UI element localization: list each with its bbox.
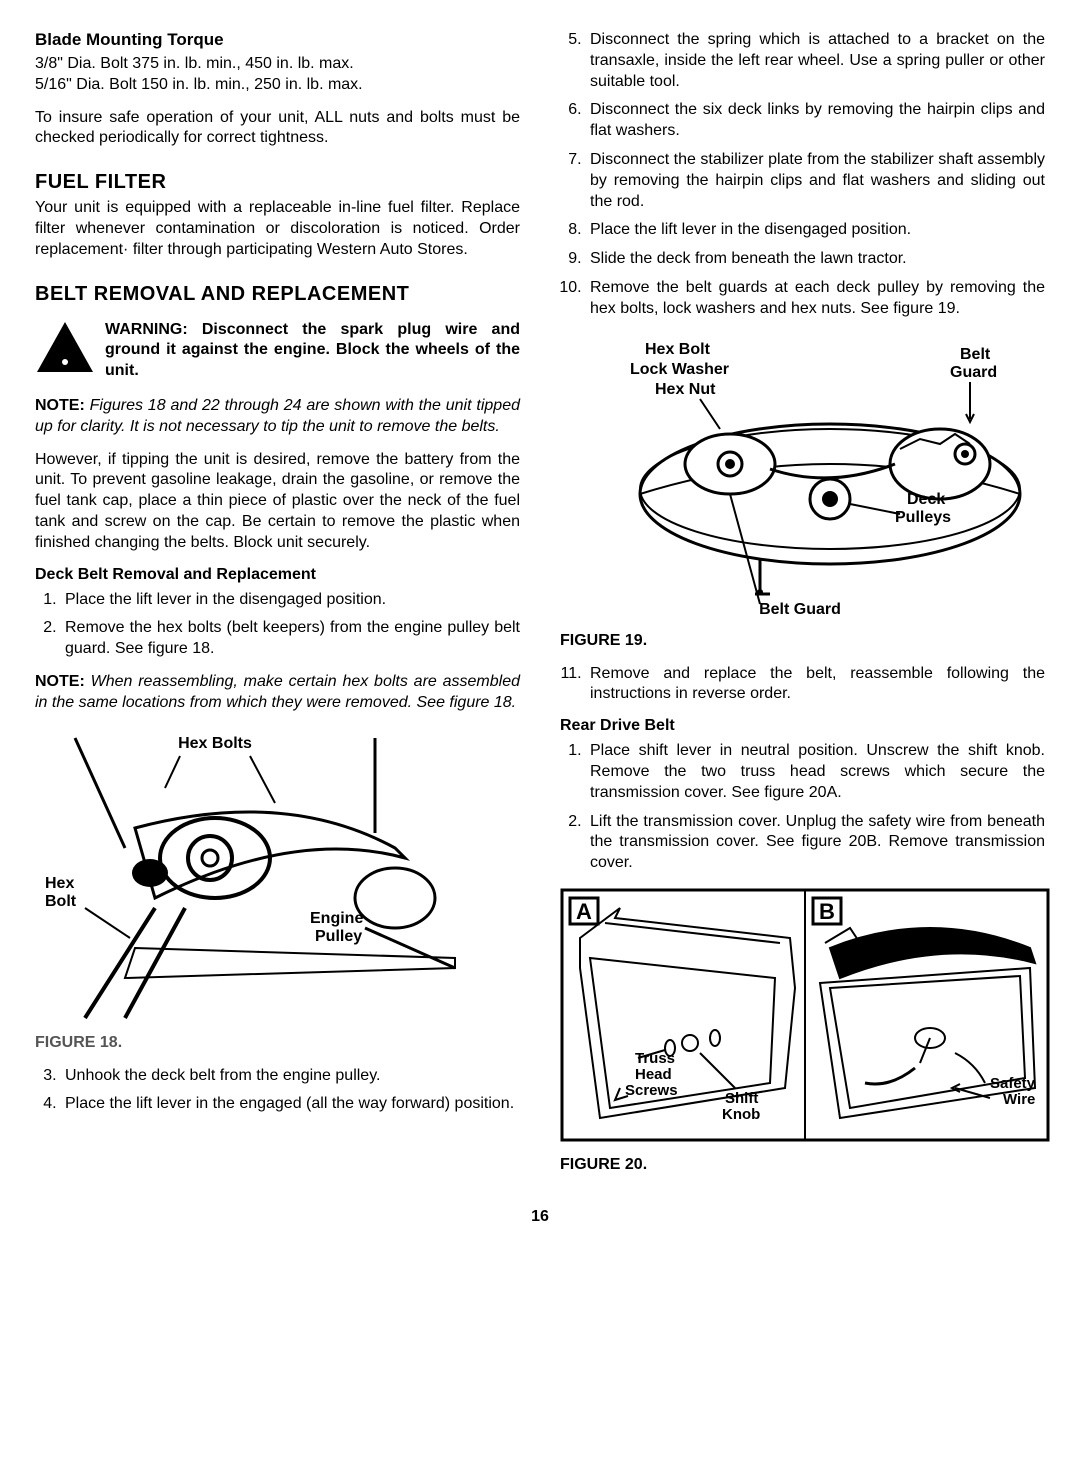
note2: NOTE: When reassembling, make certain he… xyxy=(35,672,520,714)
panel-a-label: A xyxy=(576,899,592,924)
left-column: Blade Mounting Torque 3/8" Dia. Bolt 375… xyxy=(35,30,520,1188)
deck-belt-step2: Remove the hex bolts (belt keepers) from… xyxy=(61,618,520,660)
warning-triangle-icon xyxy=(35,320,95,374)
deck-belt-list-1-2: Place the lift lever in the disengaged p… xyxy=(35,590,520,660)
warning-text: WARNING: Disconnect the spark plug wire … xyxy=(105,320,520,382)
belt-removal-heading: BELT REMOVAL AND REPLACEMENT xyxy=(35,283,520,306)
figure-20-svg: A TrussHeadScrews ShiftKnob B xyxy=(560,888,1050,1148)
engine-pulley-label: EnginePulley xyxy=(310,910,363,945)
figure-20-container: A TrussHeadScrews ShiftKnob B xyxy=(560,888,1045,1174)
figure-19-caption: FIGURE 19. xyxy=(560,632,1045,650)
hex-bolts-label: Hex Bolts xyxy=(178,735,252,752)
figure-20-caption: FIGURE 20. xyxy=(560,1156,1045,1174)
step-11-list: Remove and replace the belt, reassemble … xyxy=(560,664,1045,706)
right-column: Disconnect the spring which is attached … xyxy=(560,30,1045,1188)
blade-mounting-para: To insure safe operation of your unit, A… xyxy=(35,108,520,150)
rear-drive-step2: Lift the transmission cover. Unplug the … xyxy=(586,812,1045,874)
step9: Slide the deck from beneath the lawn tra… xyxy=(586,249,1045,270)
rear-drive-heading: Rear Drive Belt xyxy=(560,717,1045,735)
step11: Remove and replace the belt, reassemble … xyxy=(586,664,1045,706)
deck-belt-step3: Unhook the deck belt from the engine pul… xyxy=(61,1066,520,1087)
figure-18-container: Hex Bolts HexBolt EnginePulley xyxy=(35,728,520,1052)
steps-5-10-list: Disconnect the spring which is attached … xyxy=(560,30,1045,320)
deck-belt-step1: Place the lift lever in the disengaged p… xyxy=(61,590,520,611)
deck-belt-list-3-4: Unhook the deck belt from the engine pul… xyxy=(35,1066,520,1116)
blade-mounting-heading: Blade Mounting Torque xyxy=(35,30,520,50)
belt-removal-para1: However, if tipping the unit is desired,… xyxy=(35,450,520,554)
warning-block: WARNING: Disconnect the spark plug wire … xyxy=(35,320,520,382)
note1-label: NOTE: xyxy=(35,397,85,414)
note1: NOTE: Figures 18 and 22 through 24 are s… xyxy=(35,396,520,438)
hex-nut-label: Hex Nut xyxy=(655,381,716,398)
rear-drive-list: Place shift lever in neutral position. U… xyxy=(560,741,1045,874)
hex-bolt-label: HexBolt xyxy=(45,875,77,910)
deck-belt-heading: Deck Belt Removal and Replacement xyxy=(35,566,520,584)
truss-label: TrussHeadScrews xyxy=(625,1050,678,1099)
safety-wire-label: SafetyWire xyxy=(990,1075,1036,1108)
fuel-filter-heading: FUEL FILTER xyxy=(35,171,520,194)
shift-knob-label: ShiftKnob xyxy=(722,1090,760,1123)
figure-18-svg: Hex Bolts HexBolt EnginePulley xyxy=(35,728,475,1028)
step6: Disconnect the six deck links by removin… xyxy=(586,100,1045,142)
hex-bolt-label2: Hex Bolt xyxy=(645,341,711,358)
rear-drive-step1: Place shift lever in neutral position. U… xyxy=(586,741,1045,803)
deck-belt-step4: Place the lift lever in the engaged (all… xyxy=(61,1094,520,1115)
figure-19-container: Hex Bolt Lock Washer Hex Nut BeltGuard xyxy=(560,334,1045,650)
blade-mounting-line2: 5/16" Dia. Bolt 150 in. lb. min., 250 in… xyxy=(35,75,520,96)
belt-guard-bottom-label: Belt Guard xyxy=(759,601,841,618)
figure-18-caption: FIGURE 18. xyxy=(35,1034,520,1052)
step7: Disconnect the stabilizer plate from the… xyxy=(586,150,1045,212)
step8: Place the lift lever in the disengaged p… xyxy=(586,220,1045,241)
note2-label: NOTE: xyxy=(35,673,85,690)
note2-text: When reassembling, make certain hex bolt… xyxy=(35,673,520,711)
step10: Remove the belt guards at each deck pull… xyxy=(586,278,1045,320)
panel-b-label: B xyxy=(819,899,835,924)
belt-guard-label: BeltGuard xyxy=(950,346,997,381)
page-columns: Blade Mounting Torque 3/8" Dia. Bolt 375… xyxy=(35,30,1045,1188)
lock-washer-label: Lock Washer xyxy=(630,361,729,378)
note1-text: Figures 18 and 22 through 24 are shown w… xyxy=(35,397,520,435)
page-number: 16 xyxy=(35,1208,1045,1226)
deck-pulleys-label: DeckPulleys xyxy=(895,491,951,526)
fuel-filter-para: Your unit is equipped with a replaceable… xyxy=(35,198,520,260)
figure-19-svg: Hex Bolt Lock Washer Hex Nut BeltGuard xyxy=(560,334,1040,624)
step5: Disconnect the spring which is attached … xyxy=(586,30,1045,92)
blade-mounting-line1: 3/8" Dia. Bolt 375 in. lb. min., 450 in.… xyxy=(35,54,520,75)
